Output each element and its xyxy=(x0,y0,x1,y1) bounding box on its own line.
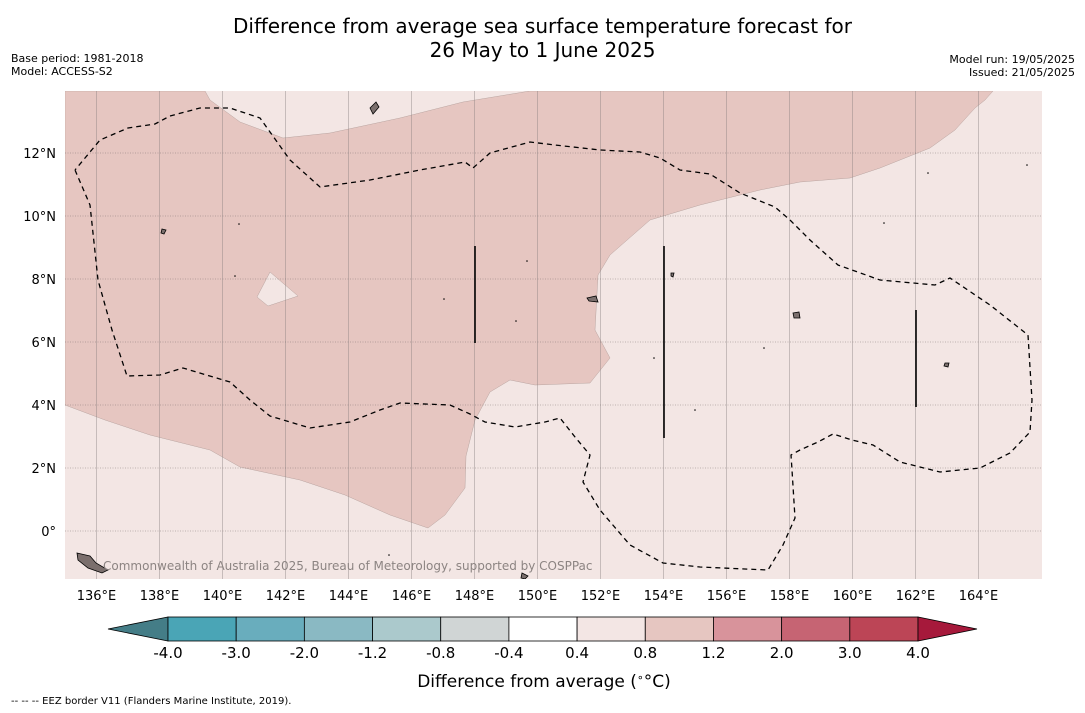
colorbar-bin xyxy=(576,616,646,642)
island xyxy=(160,228,167,235)
island xyxy=(520,572,529,579)
y-tick-label: 10°N xyxy=(23,210,56,225)
islet xyxy=(443,298,445,300)
x-axis-ticks: 136°E 138°E 140°E 142°E 144°E 146°E 148°E 150°E… xyxy=(77,589,999,604)
issued-date: Issued: 21/05/2025 xyxy=(968,66,1075,79)
y-tick-label: 2°N xyxy=(32,462,57,477)
colorbar-tick-label: -3.0 xyxy=(222,644,251,662)
x-tick-label: 154°E xyxy=(644,589,684,604)
x-tick-label: 152°E xyxy=(581,589,621,604)
colorbar-tick-label: 2.0 xyxy=(770,644,794,662)
islet xyxy=(526,260,528,262)
field-0.8-1.2 xyxy=(65,91,994,529)
islet xyxy=(515,320,517,322)
x-tick-label: 150°E xyxy=(518,589,558,604)
island xyxy=(76,552,109,574)
colorbar-tick-label: -4.0 xyxy=(153,644,182,662)
colorbar-bin xyxy=(235,616,305,642)
colorbar-bin xyxy=(644,616,714,642)
x-tick-label: 142°E xyxy=(266,589,306,604)
meta-right: Model run: 19/05/2025 Issued: 21/05/2025 xyxy=(949,53,1075,79)
copyright-notice: Commonwealth of Australia 2025, Bureau o… xyxy=(103,559,593,573)
x-tick-label: 148°E xyxy=(455,589,495,604)
grid-lines xyxy=(65,91,1042,579)
y-tick-label: 0° xyxy=(41,525,56,540)
colorbar-tick-label: -0.8 xyxy=(426,644,455,662)
meta-left: Base period: 1981-2018 Model: ACCESS-S2 xyxy=(11,52,143,78)
island xyxy=(670,272,675,278)
y-axis-ticks: 0° 2°N 4°N 6°N 8°N 10°N 12°N xyxy=(23,147,56,540)
x-tick-label: 156°E xyxy=(707,589,747,604)
islet xyxy=(883,222,885,224)
colorbar-bin xyxy=(508,616,578,642)
eez-footnote: -- -- -- EEZ border V11 (Flanders Marine… xyxy=(11,696,292,707)
colorbar-bin xyxy=(303,616,373,642)
islet xyxy=(1026,164,1028,166)
islet xyxy=(653,357,655,359)
x-tick-label: 158°E xyxy=(770,589,810,604)
y-tick-label: 4°N xyxy=(32,399,57,414)
title-line-1: Difference from average sea surface temp… xyxy=(232,14,852,38)
colorbar-tick-label: -2.0 xyxy=(290,644,319,662)
island xyxy=(792,311,801,319)
colorbar-tick-label: 0.4 xyxy=(565,644,589,662)
x-tick-label: 136°E xyxy=(77,589,117,604)
eez-border-west xyxy=(74,107,1033,571)
colorbar-extend-high xyxy=(917,616,978,642)
vertical-boundaries xyxy=(474,246,917,438)
islands xyxy=(76,101,1028,579)
x-tick-label: 138°E xyxy=(140,589,180,604)
base-period: Base period: 1981-2018 xyxy=(11,52,144,65)
colorbar-bin xyxy=(713,616,783,642)
colorbar-tick-label: -1.2 xyxy=(358,644,387,662)
islet xyxy=(238,223,240,225)
colorbar-bin xyxy=(781,616,851,642)
x-tick-label: 160°E xyxy=(833,589,873,604)
colorbar-tick-label: -0.4 xyxy=(494,644,523,662)
colorbar-label: Difference from average (∘°C) xyxy=(417,671,671,692)
x-tick-label: 164°E xyxy=(959,589,999,604)
eez-borders xyxy=(74,107,1033,571)
islet xyxy=(388,554,390,556)
colorbar-tick-label: 3.0 xyxy=(838,644,862,662)
y-tick-label: 6°N xyxy=(32,336,57,351)
x-tick-label: 146°E xyxy=(392,589,432,604)
colorbar xyxy=(107,616,978,642)
colorbar-bin xyxy=(440,616,510,642)
island xyxy=(943,362,950,368)
map-area xyxy=(65,91,1042,579)
colorbar-bin xyxy=(167,616,237,642)
y-tick-label: 12°N xyxy=(23,147,56,162)
model-run: Model run: 19/05/2025 xyxy=(949,53,1075,66)
colorbar-tick-label: 1.2 xyxy=(702,644,726,662)
island xyxy=(369,101,380,115)
colorbar-tick-labels: -4.0 -3.0 -2.0 -1.2 -0.8 -0.4 0.4 0.8 1.2 2.0 3.0 4… xyxy=(153,644,930,662)
chart-title: Difference from average sea surface temp… xyxy=(0,14,1085,62)
title-line-2: 26 May to 1 June 2025 xyxy=(429,38,656,62)
x-tick-label: 140°E xyxy=(203,589,243,604)
islet xyxy=(694,409,696,411)
x-tick-label: 144°E xyxy=(329,589,369,604)
colorbar-extend-low xyxy=(107,616,169,642)
model-name: Model: ACCESS-S2 xyxy=(11,65,113,78)
field-0.4-0.8-patch xyxy=(256,271,299,307)
colorbar-tick-label: 0.8 xyxy=(633,644,657,662)
colorbar-bin xyxy=(372,616,442,642)
colorbar-tick-label: 4.0 xyxy=(906,644,930,662)
y-tick-label: 8°N xyxy=(32,273,57,288)
colorbar-bin xyxy=(849,616,919,642)
islet xyxy=(234,275,236,277)
islet xyxy=(763,347,765,349)
island xyxy=(586,295,599,303)
x-tick-label: 162°E xyxy=(896,589,936,604)
islet xyxy=(927,172,929,174)
